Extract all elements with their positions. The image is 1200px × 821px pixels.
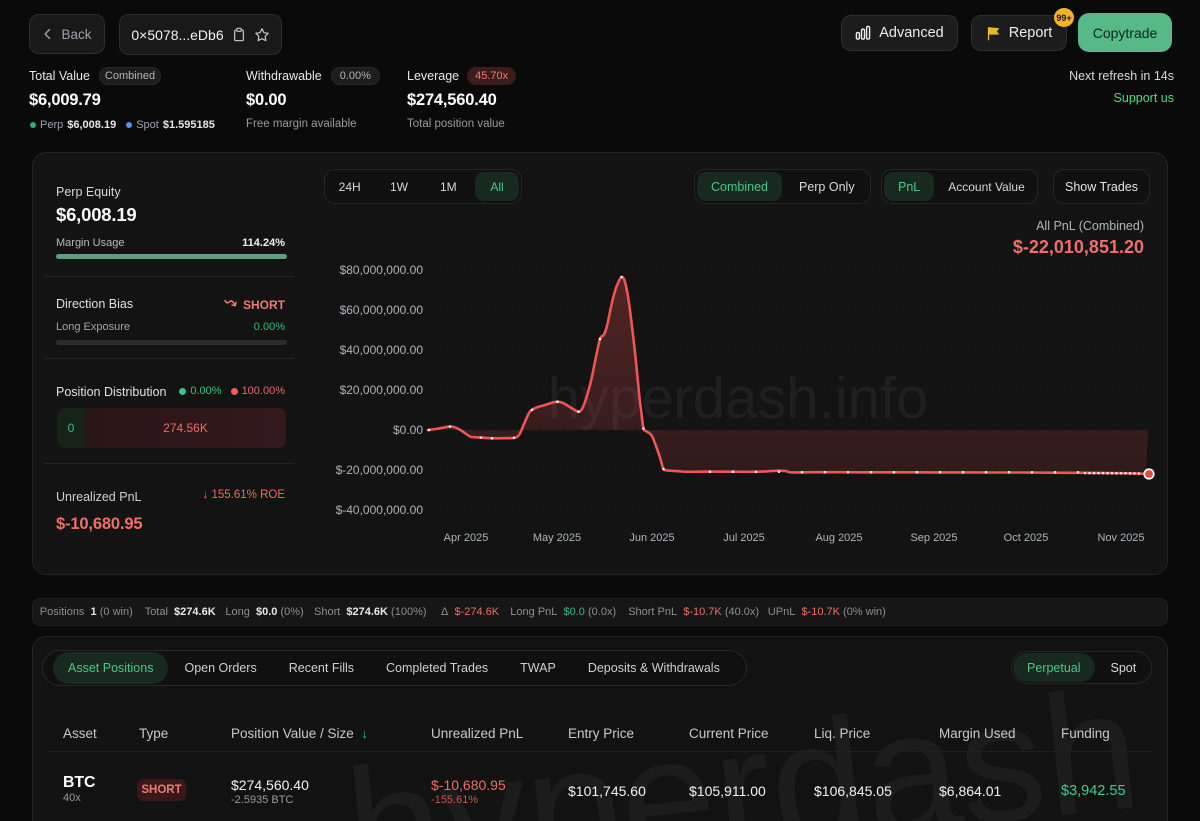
svg-text:Sep 2025: Sep 2025 bbox=[910, 532, 957, 544]
svg-text:$20,000,000.00: $20,000,000.00 bbox=[340, 383, 424, 397]
svg-text:$-20,000,000.00: $-20,000,000.00 bbox=[336, 463, 424, 477]
svg-text:Apr 2025: Apr 2025 bbox=[444, 532, 489, 544]
svg-text:Aug 2025: Aug 2025 bbox=[815, 532, 862, 544]
svg-text:$-40,000,000.00: $-40,000,000.00 bbox=[336, 503, 424, 517]
svg-text:$40,000,000.00: $40,000,000.00 bbox=[340, 343, 424, 357]
svg-text:Jul 2025: Jul 2025 bbox=[723, 532, 765, 544]
svg-text:May 2025: May 2025 bbox=[533, 532, 581, 544]
svg-text:Nov 2025: Nov 2025 bbox=[1097, 532, 1144, 544]
svg-text:Jun 2025: Jun 2025 bbox=[629, 532, 674, 544]
svg-text:$60,000,000.00: $60,000,000.00 bbox=[340, 303, 424, 317]
svg-text:Oct 2025: Oct 2025 bbox=[1004, 532, 1049, 544]
svg-text:$0.00: $0.00 bbox=[393, 423, 423, 437]
svg-text:$80,000,000.00: $80,000,000.00 bbox=[340, 263, 424, 277]
